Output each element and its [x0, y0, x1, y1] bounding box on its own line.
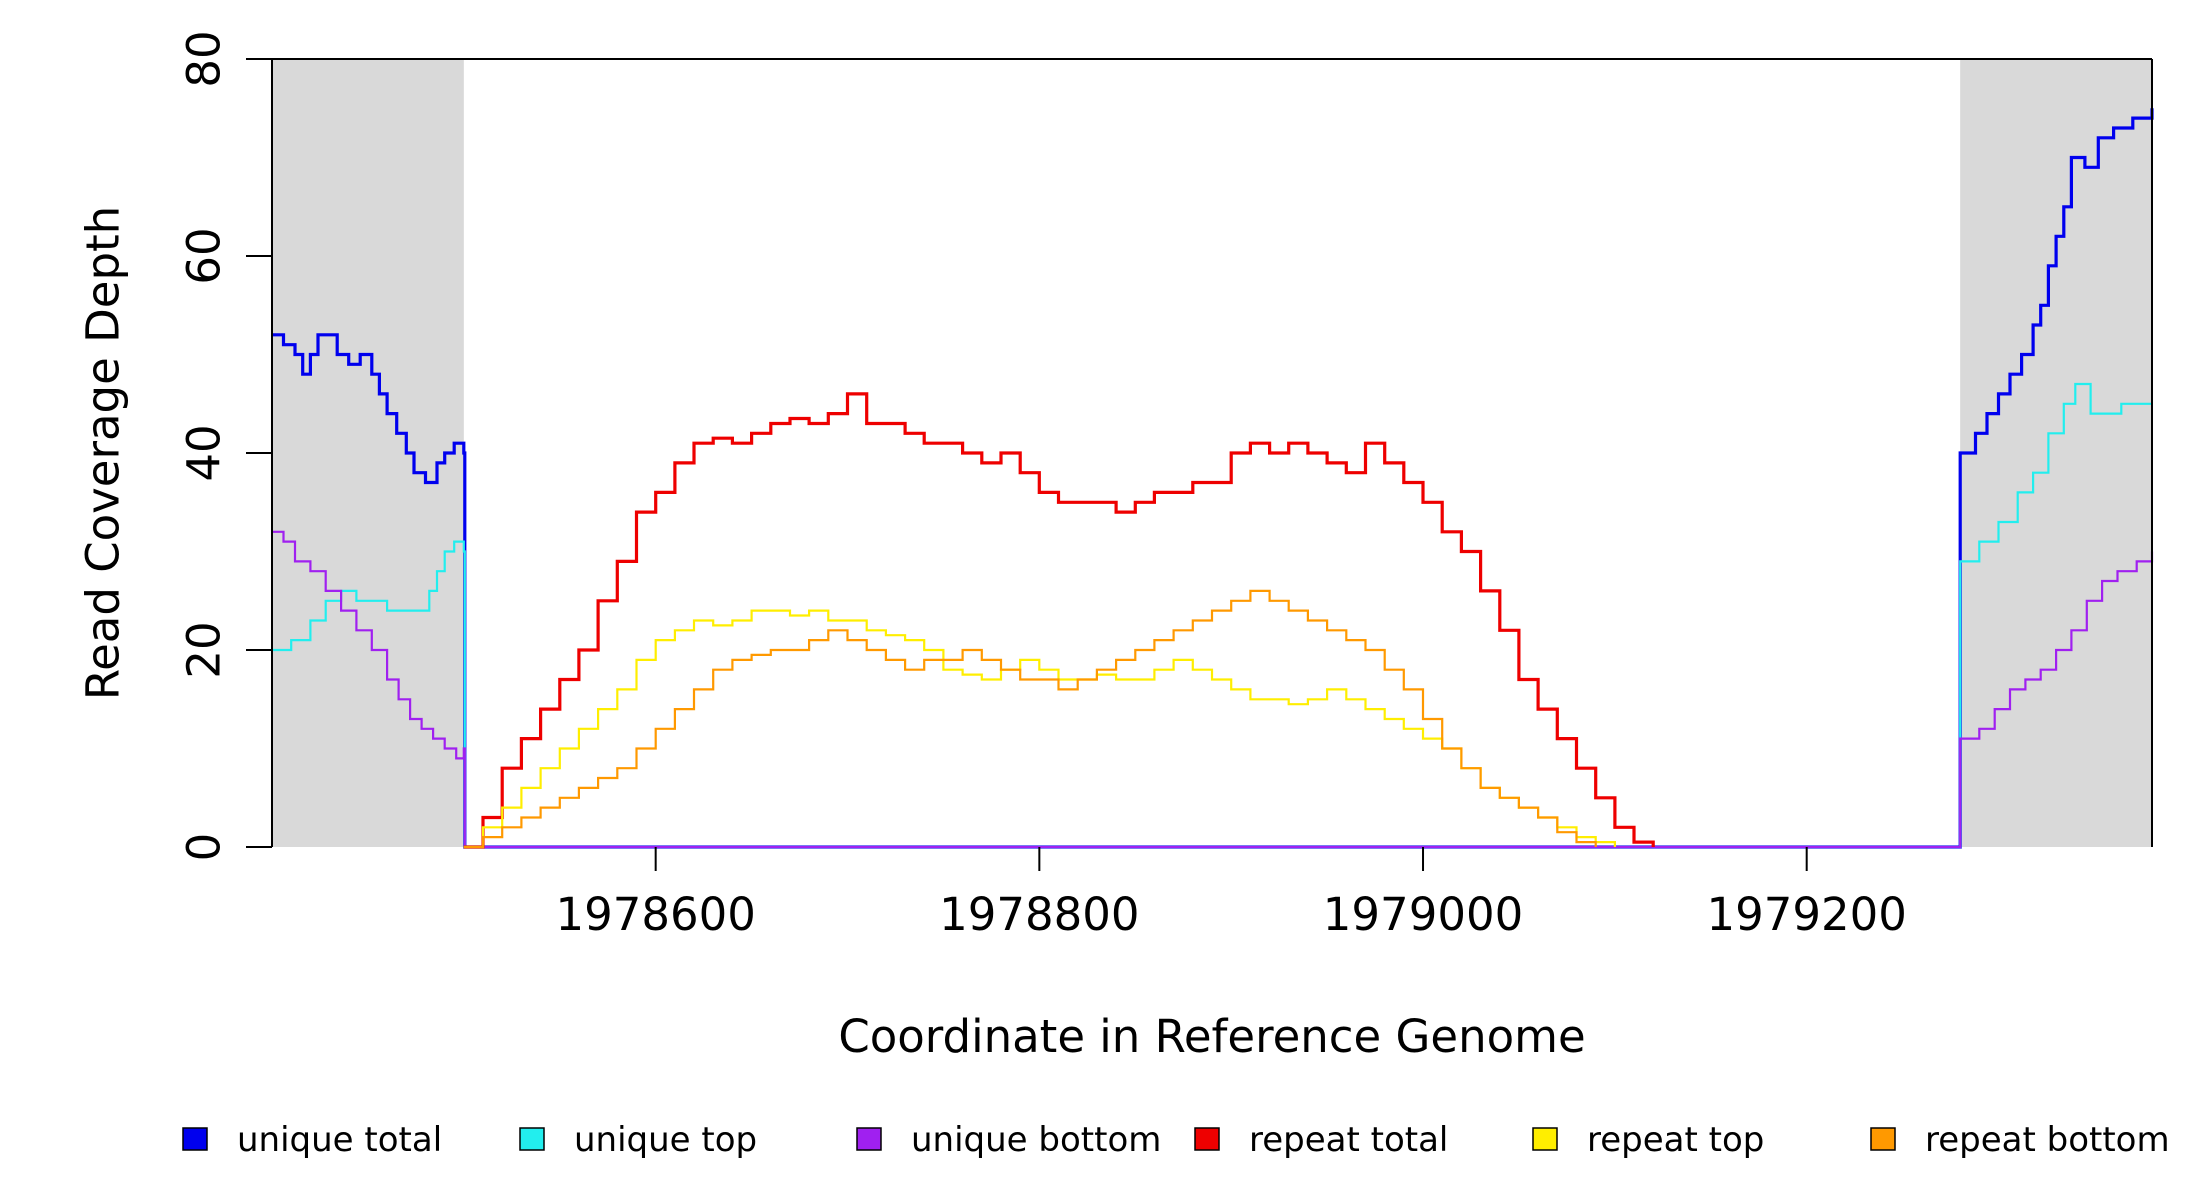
- series-line-unique-top: [272, 382, 2152, 849]
- legend-swatch-unique-total: [182, 1127, 208, 1151]
- legend-label: unique total: [237, 1120, 442, 1160]
- x-ticks: 1978600 1978800 1979000 1979200: [555, 847, 1907, 941]
- legend-label: unique bottom: [911, 1120, 1161, 1160]
- series-line-repeat-total: [463, 392, 1655, 849]
- shaded-region-2: [1960, 59, 2152, 847]
- legend-label: repeat bottom: [1925, 1120, 2170, 1160]
- x-tick-label: 1979000: [1323, 888, 1523, 941]
- shaded-region-1: [272, 59, 464, 847]
- axes: [271, 58, 2153, 847]
- y-tick-label: 40: [178, 424, 231, 481]
- y-axis-title: Read Coverage Depth: [77, 206, 130, 700]
- x-tick-label: 1978800: [939, 888, 1139, 941]
- y-tick-label: 20: [178, 621, 231, 678]
- series-line-repeat-top: [463, 609, 1616, 849]
- legend-swatch-unique-top: [519, 1127, 545, 1151]
- y-tick-label: 60: [178, 227, 231, 284]
- legend-swatch-repeat-top: [1532, 1127, 1558, 1151]
- legend-label: repeat top: [1587, 1120, 1764, 1160]
- legend-swatch-repeat-total: [1194, 1127, 1220, 1151]
- y-ticks: 0 20 40 60 80: [178, 30, 272, 862]
- series-line-unique-total: [272, 108, 2154, 849]
- legend-label: repeat total: [1249, 1120, 1448, 1160]
- legend: unique total unique top unique bottom repea…: [182, 1120, 2170, 1160]
- series-line-repeat-bottom: [463, 589, 1597, 849]
- legend-swatch-unique-bottom: [856, 1127, 882, 1151]
- y-tick-label: 80: [178, 30, 231, 87]
- series-line-unique-bottom: [272, 530, 2154, 849]
- x-tick-label: 1978600: [555, 888, 755, 941]
- legend-label: unique top: [574, 1120, 757, 1160]
- legend-swatch-repeat-bottom: [1870, 1127, 1896, 1151]
- x-tick-label: 1979200: [1706, 888, 1906, 941]
- y-tick-label: 0: [178, 833, 231, 862]
- shaded-regions: [272, 59, 2152, 847]
- x-axis-title: Coordinate in Reference Genome: [838, 1010, 1585, 1063]
- series-lines: [272, 108, 2154, 849]
